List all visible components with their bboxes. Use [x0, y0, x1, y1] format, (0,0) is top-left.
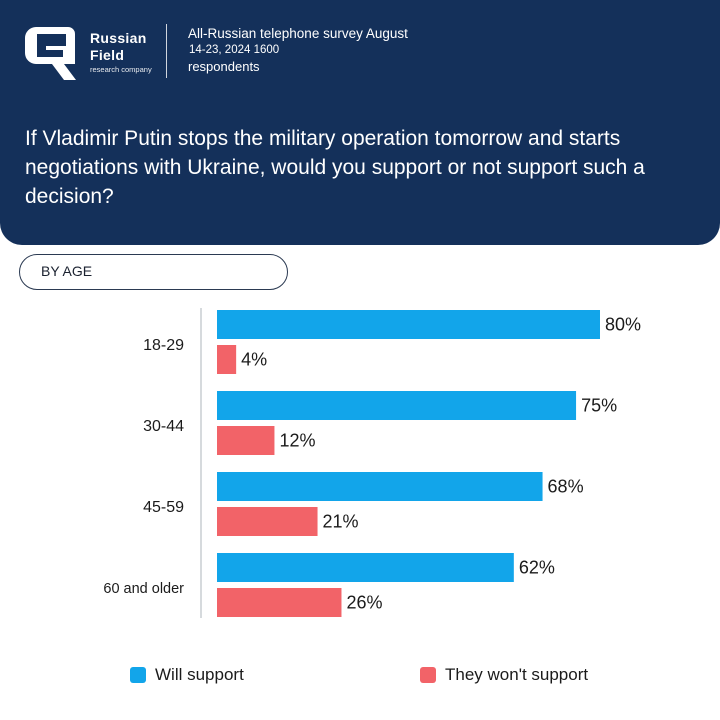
- brand-line1: Russian: [90, 30, 147, 46]
- bar-will-support-3: [217, 553, 514, 582]
- survey-question: If Vladimir Putin stops the military ope…: [25, 127, 645, 208]
- brand-subtitle: research company: [90, 65, 152, 74]
- legend-label-will-support: Will support: [155, 665, 244, 684]
- category-label-2: 45-59: [143, 499, 184, 516]
- survey-dates: 14-23, 2024 1600: [189, 44, 280, 56]
- russian-field-logo-icon: [25, 27, 76, 80]
- bar-will-support-1: [217, 391, 577, 420]
- legend-swatch-will-support: [130, 667, 146, 683]
- bar-wont-support-3: [217, 588, 342, 617]
- bar-chart: 18-29 80% 4% 30-44 75% 12% 45-59 68% 21% 60 and o…: [103, 308, 641, 618]
- legend-label-wont-support: They won't support: [445, 665, 589, 684]
- value-label-will-support-3: 62%: [519, 558, 555, 578]
- survey-info: All-Russian telephone survey August 14-2…: [188, 26, 448, 76]
- brand-line2: Field: [90, 47, 125, 63]
- value-label-will-support-0: 80%: [605, 315, 641, 335]
- category-label-0: 18-29: [143, 337, 184, 354]
- filter-by-age[interactable]: BY AGE: [19, 254, 288, 290]
- value-label-will-support-1: 75%: [581, 396, 617, 416]
- category-label-1: 30-44: [143, 418, 184, 435]
- value-label-wont-support-3: 26%: [346, 593, 382, 613]
- value-label-wont-support-2: 21%: [323, 512, 359, 532]
- header-divider: [166, 24, 167, 78]
- header-banner: Russian Field research company All-Russi…: [0, 0, 720, 245]
- category-label-3: 60 and older: [103, 581, 184, 597]
- bar-will-support-0: [217, 310, 600, 339]
- bar-wont-support-1: [217, 426, 275, 455]
- bar-wont-support-0: [217, 345, 237, 374]
- legend-item-wont-support: They won't support: [420, 660, 588, 690]
- survey-title: All-Russian telephone survey August: [188, 26, 408, 41]
- value-label-wont-support-0: 4%: [241, 350, 267, 370]
- legend-item-will-support: Will support: [130, 660, 244, 690]
- survey-respondents: respondents: [188, 59, 260, 74]
- value-label-wont-support-1: 12%: [279, 431, 315, 451]
- chart-legend: Will support They won't support: [0, 660, 720, 690]
- legend-swatch-wont-support: [420, 667, 436, 683]
- brand-name: Russian Field research company: [90, 30, 152, 76]
- value-label-will-support-2: 68%: [548, 477, 584, 497]
- bar-will-support-2: [217, 472, 543, 501]
- bar-wont-support-2: [217, 507, 318, 536]
